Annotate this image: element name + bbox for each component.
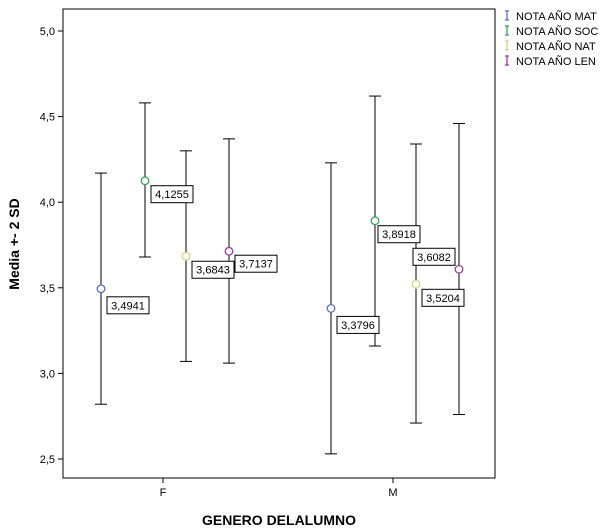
mean-point: [454, 264, 464, 274]
x-tick-label: F: [160, 487, 167, 499]
data-label: 3,4941: [111, 300, 145, 312]
data-label: 3,3796: [341, 320, 375, 332]
data-label-box: [421, 288, 465, 307]
data-labels: 3,4941 3,3796 4,1255 3,8918 3,6843 3,5204 3,71…: [106, 185, 465, 334]
data-label: 3,5204: [426, 293, 460, 305]
mean-point: [411, 279, 421, 289]
data-label: 3,6082: [417, 252, 451, 264]
data-label-box: [191, 260, 235, 279]
y-tick-label: 3,0: [40, 368, 55, 380]
plot-area: [62, 8, 496, 479]
data-label-box: [377, 225, 421, 244]
mean-point: [326, 303, 336, 313]
legend-label: NOTA AÑO SOC: [516, 25, 598, 38]
data-label-box: [336, 315, 380, 334]
y-tick-label: 4,5: [40, 112, 55, 124]
data-label: 4,1255: [155, 189, 189, 201]
legend-label: NOTA AÑO LEN: [516, 55, 596, 68]
data-label-box: [412, 247, 456, 266]
data-label-box: [150, 185, 194, 204]
legend-label: NOTA AÑO NAT: [516, 40, 596, 53]
data-label-box: [106, 296, 150, 315]
y-tick-label: 5,0: [40, 26, 55, 38]
x-axis-title: GENERO DELALUMNO: [202, 512, 356, 528]
data-label: 3,7137: [239, 259, 273, 271]
y-axis-title: Media +- 2 SD: [6, 198, 22, 289]
mean-point: [224, 246, 234, 256]
mean-point: [140, 176, 150, 186]
chart-marks: [95, 95, 465, 455]
data-label: 3,8918: [382, 229, 416, 241]
data-label-box: [234, 254, 278, 273]
legend-label: NOTA AÑO MAT: [516, 10, 597, 23]
y-axis: 2,5 3,0 3,5 4,0 4,5 5,0: [40, 26, 63, 466]
data-label: 3,6843: [196, 265, 230, 277]
y-tick-label: 2,5: [40, 454, 55, 466]
x-tick-label: M: [388, 487, 397, 499]
y-tick-label: 4,0: [40, 197, 55, 209]
mean-point: [96, 284, 106, 294]
legend: NOTA AÑO MAT NOTA AÑO SOC NOTA AÑO NAT NOTA…: [505, 10, 598, 68]
mean-point: [370, 216, 380, 226]
mean-point: [181, 251, 191, 261]
y-tick-label: 3,5: [40, 283, 55, 295]
